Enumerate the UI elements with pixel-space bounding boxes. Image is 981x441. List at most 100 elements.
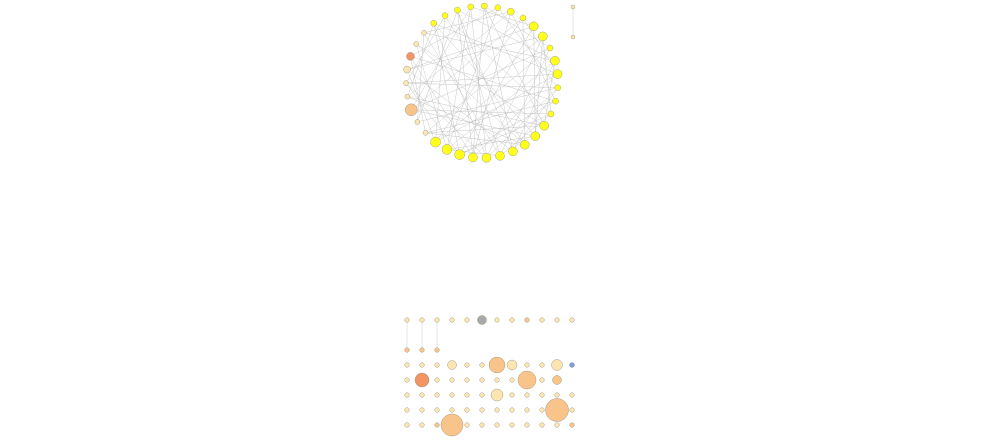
grid-node (449, 317, 455, 323)
grid-node (539, 392, 545, 398)
grid-node (419, 347, 425, 353)
grid-node-circle (551, 359, 563, 371)
grid-node-circle (490, 388, 504, 402)
grid-node-circle (506, 359, 518, 371)
network-edge (415, 43, 448, 150)
grid-node-circle (434, 347, 440, 353)
edges-layer (405, 5, 574, 350)
grid-node-circle (539, 392, 545, 398)
grid-node (404, 347, 410, 353)
grid-node (517, 370, 537, 390)
grid-node (419, 317, 425, 323)
grid-node-circle (404, 422, 410, 428)
grid-node-circle (545, 398, 569, 422)
grid-node-circle (524, 422, 530, 428)
ring-node-circle (519, 14, 527, 22)
grid-node-circle (539, 407, 545, 413)
grid-node-circle (464, 362, 470, 368)
ring-node (528, 21, 539, 31)
ring-node-circle (441, 12, 449, 19)
grid-node (509, 422, 515, 428)
pair-node (570, 4, 576, 10)
grid-node-circle (404, 407, 410, 413)
ring-node-circle (495, 151, 505, 161)
grid-node-circle (524, 317, 530, 323)
grid-node (554, 392, 560, 398)
grid-node-circle (440, 413, 464, 437)
grid-node (569, 422, 575, 428)
ring-node (403, 65, 411, 74)
grid-node-circle (569, 407, 575, 413)
grid-node-circle (419, 317, 425, 323)
ring-node-circle (530, 131, 541, 141)
network-edge (405, 15, 446, 84)
network-edge (512, 60, 556, 152)
ring-node (520, 140, 530, 150)
grid-node (479, 407, 485, 413)
grid-node (545, 398, 569, 422)
grid-node-circle (419, 347, 425, 353)
network-edge (499, 113, 552, 157)
grid-node-circle (569, 317, 575, 323)
grid-node-circle (419, 362, 425, 368)
grid-node-circle (479, 422, 485, 428)
grid-node-circle (494, 407, 500, 413)
grid-node-circle (494, 422, 500, 428)
grid-node (464, 362, 470, 368)
grid-node-circle (404, 392, 410, 398)
network-edge (433, 23, 487, 158)
network-edge (435, 47, 551, 143)
network-edge (406, 69, 436, 143)
network-edge (457, 9, 556, 61)
grid-node-circle (419, 422, 425, 428)
ring-node (519, 14, 527, 22)
grid-node-circle (434, 407, 440, 413)
grid-node (464, 377, 470, 383)
grid-node (419, 392, 425, 398)
ring-node-circle (421, 30, 427, 36)
network-edge (407, 23, 434, 97)
grid-node (464, 407, 470, 413)
grid-node (539, 407, 545, 413)
grid-node (434, 392, 440, 398)
ring-node (406, 52, 415, 61)
network-edge (542, 36, 552, 114)
ring-node-circle (508, 146, 518, 157)
grid-node (464, 422, 470, 428)
grid-node (524, 422, 530, 428)
ring-node (508, 146, 518, 157)
grid-node (551, 359, 563, 371)
ring-node (430, 20, 437, 27)
grid-node (440, 413, 464, 437)
network-edge (459, 26, 534, 155)
ring-node-circle (406, 52, 415, 61)
network-edge (472, 11, 512, 158)
ring-node-circle (552, 97, 559, 105)
network-edge (457, 9, 514, 152)
network-edge (411, 17, 524, 110)
network-edge (543, 60, 556, 126)
grid-node-circle (419, 407, 425, 413)
ring-node-circle (430, 20, 437, 27)
grid-node-circle (479, 377, 485, 383)
ring-node (539, 121, 549, 131)
network-edge (446, 149, 501, 157)
network-edge (425, 125, 545, 134)
ring-node-circle (422, 130, 429, 136)
ring-node (454, 149, 465, 160)
ring-node-circle (403, 65, 411, 74)
network-edge (470, 6, 534, 27)
network-edge (410, 56, 474, 158)
grid-node (509, 392, 515, 398)
grid-node-circle (479, 392, 485, 398)
grid-node-circle (449, 407, 455, 413)
grid-node-circle (569, 422, 575, 428)
grid-node (479, 377, 485, 383)
grid-node-circle (464, 317, 470, 323)
network-edge (446, 6, 471, 150)
ring-node-circle (454, 149, 465, 160)
network-edge (410, 56, 426, 133)
grid-node (539, 362, 545, 368)
grid-node-circle (419, 392, 425, 398)
ring-node (441, 144, 453, 155)
